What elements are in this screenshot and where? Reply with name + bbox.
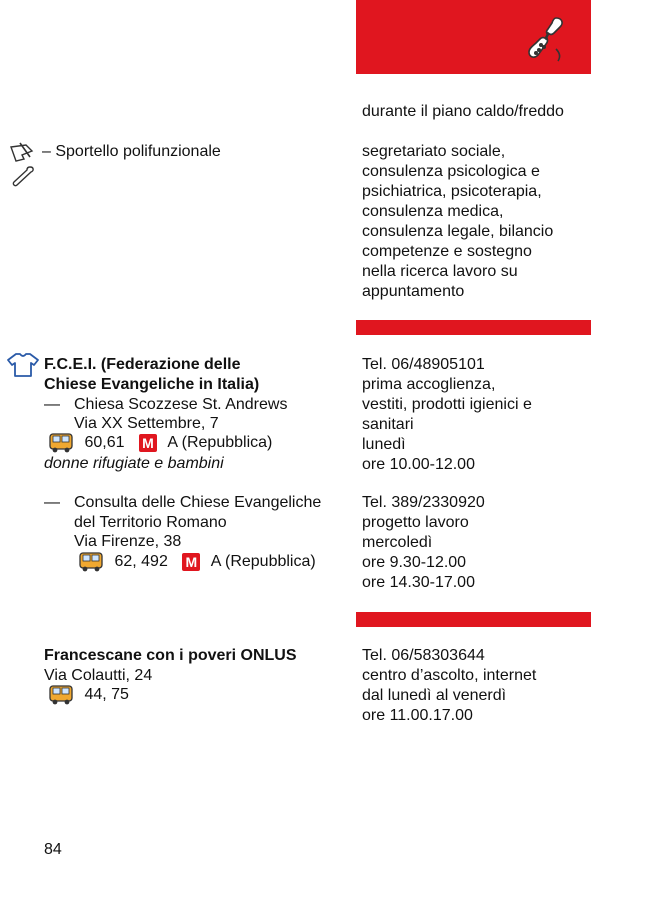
transport-row: 60,61 M A (Repubblica) [48, 432, 272, 454]
francescane-title: Francescane con i poveri ONLUS [44, 647, 297, 664]
services-icon [10, 142, 34, 187]
fcei-title: F.C.E.I. (Federazione delle Chiese Evang… [44, 355, 259, 395]
service-line: consulenza psicologica e [362, 163, 540, 180]
entry-dash: — [44, 396, 60, 413]
header-red-block [356, 0, 591, 74]
entry-dash: — [44, 494, 60, 511]
metro-icon: M [138, 434, 157, 452]
service-line: consulenza legale, bilancio [362, 223, 554, 240]
fcei-title-line: F.C.E.I. (Federazione delle [44, 356, 241, 373]
service-line: appuntamento [362, 283, 465, 300]
bus-icon [49, 433, 73, 453]
detail-line: lunedì [362, 436, 406, 453]
metro-station: A (Repubblica) [167, 434, 273, 452]
phone-icon [528, 17, 563, 62]
service-line: segretariato sociale, [362, 143, 506, 160]
detail-line: progetto lavoro [362, 514, 469, 531]
entry-address: Via XX Settembre, 7 [74, 415, 219, 432]
detail-line: vestiti, prodotti igienici e [362, 396, 532, 413]
transport-row: 62, 492 M A (Repubblica) [78, 551, 316, 573]
detail-line: mercoledì [362, 534, 433, 551]
service-line: consulenza medica, [362, 203, 504, 220]
entry-name: Chiesa Scozzese St. Andrews [74, 396, 288, 413]
bus-icon [79, 552, 103, 572]
entry-name: Consulta delle Chiese Evangeliche [74, 494, 322, 511]
service-line: competenze e sostegno [362, 243, 532, 260]
francescane-address: Via Colautti, 24 [44, 667, 153, 684]
detail-line: Tel. 389/2330920 [362, 494, 485, 511]
detail-line: dal lunedì al venerdì [362, 687, 507, 704]
francescane-details: Tel. 06/58303644 centro d’ascolto, inter… [362, 646, 536, 726]
page-number: 84 [44, 841, 62, 858]
section-divider [356, 320, 591, 335]
section-divider [356, 612, 591, 627]
tshirt-icon [7, 353, 39, 377]
metro-icon: M [182, 553, 201, 571]
detail-line: sanitari [362, 416, 414, 433]
transport-row: 44, 75 [48, 684, 129, 706]
bus-lines: 44, 75 [84, 686, 129, 704]
sportello-services: segretariato sociale, consulenza psicolo… [362, 142, 553, 302]
bus-icon [49, 685, 73, 705]
fcei-title-line: Chiese Evangeliche in Italia) [44, 376, 260, 393]
detail-line: prima accoglienza, [362, 376, 496, 393]
top-note: durante il piano caldo/freddo [362, 103, 564, 120]
entry-details: Tel. 389/2330920 progetto lavoro mercole… [362, 493, 485, 593]
detail-line: Tel. 06/48905101 [362, 356, 485, 373]
detail-line: ore 14.30-17.00 [362, 574, 475, 591]
service-line: nella ricerca lavoro su [362, 263, 518, 280]
metro-station: A (Repubblica) [210, 553, 316, 571]
entry-address: Via Firenze, 38 [74, 533, 182, 550]
sportello-title: – Sportello polifunzionale [42, 143, 221, 160]
entry-details: Tel. 06/48905101 prima accoglienza, vest… [362, 355, 532, 475]
detail-line: Tel. 06/58303644 [362, 647, 485, 664]
detail-line: ore 9.30-12.00 [362, 554, 467, 571]
entry-name: del Territorio Romano [74, 514, 227, 531]
bus-lines: 60,61 [84, 434, 125, 452]
service-line: psichiatrica, psicoterapia, [362, 183, 542, 200]
detail-line: ore 11.00.17.00 [362, 707, 473, 724]
detail-line: centro d’ascolto, internet [362, 667, 537, 684]
entry-note: donne rifugiate e bambini [44, 455, 224, 472]
detail-line: ore 10.00-12.00 [362, 456, 475, 473]
bus-lines: 62, 492 [114, 553, 168, 571]
